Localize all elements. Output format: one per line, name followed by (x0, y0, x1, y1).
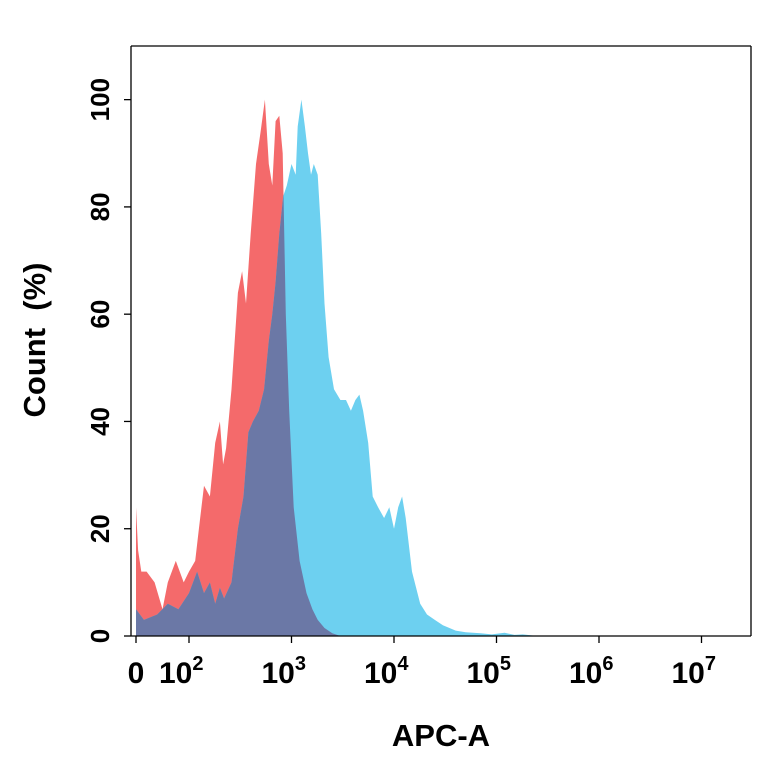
x-tick-label: 102 (159, 653, 204, 690)
series-blue-histogram (136, 99, 538, 637)
y-tick-label: 20 (85, 514, 115, 543)
x-tick-label: 105 (467, 653, 512, 690)
y-axis-title: Count (%) (17, 263, 52, 418)
plot-area (136, 99, 538, 637)
y-tick-label: 80 (85, 192, 115, 221)
x-axis-title: APC-A (392, 718, 490, 753)
x-axis-ticks: 0102103104105106107108 (128, 636, 717, 690)
y-tick-label: 100 (85, 78, 115, 121)
y-axis-ticks: 0 20 40 60 80 100 (85, 78, 131, 643)
x-tick-label: 107 (672, 653, 717, 690)
x-tick-label: 0 (128, 657, 145, 690)
y-tick-label: 60 (85, 300, 115, 329)
y-tick-label: 40 (85, 407, 115, 436)
x-tick-label: 103 (262, 653, 307, 690)
x-tick-label: 106 (569, 653, 614, 690)
x-tick-label: 104 (364, 653, 409, 690)
y-tick-label: 0 (85, 629, 115, 643)
axes (130, 45, 752, 637)
